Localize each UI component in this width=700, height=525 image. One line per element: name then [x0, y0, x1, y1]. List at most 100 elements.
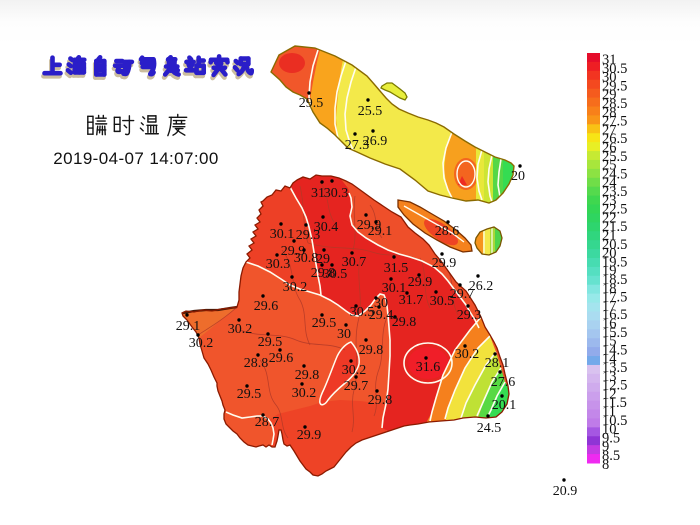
svg-text:26: 26	[602, 140, 617, 156]
svg-text:29.5: 29.5	[237, 387, 262, 402]
svg-text:28.8: 28.8	[244, 356, 269, 371]
svg-text:30.3: 30.3	[266, 257, 291, 272]
svg-text:29.8: 29.8	[368, 393, 393, 408]
svg-text:25.5: 25.5	[602, 149, 627, 165]
svg-text:29.5: 29.5	[312, 316, 337, 331]
svg-text:26.2: 26.2	[469, 279, 494, 294]
svg-text:30: 30	[337, 327, 351, 342]
svg-text:16.5: 16.5	[602, 307, 627, 323]
svg-text:14.5: 14.5	[602, 342, 627, 358]
svg-text:30.2: 30.2	[292, 386, 317, 401]
svg-text:26.5: 26.5	[602, 131, 627, 147]
svg-text:29: 29	[316, 252, 330, 267]
svg-text:31.5: 31.5	[384, 261, 409, 276]
svg-text:17: 17	[602, 298, 617, 314]
svg-text:29.1: 29.1	[368, 224, 393, 239]
svg-text:21.5: 21.5	[602, 219, 627, 235]
svg-text:24.5: 24.5	[602, 166, 627, 182]
svg-text:30.2: 30.2	[455, 347, 480, 362]
svg-text:30.2: 30.2	[283, 280, 308, 295]
svg-text:14: 14	[602, 351, 617, 367]
svg-text:29.7: 29.7	[450, 287, 475, 302]
svg-text:19.5: 19.5	[602, 254, 627, 270]
svg-text:16: 16	[602, 316, 617, 332]
svg-text:27.6: 27.6	[491, 375, 516, 390]
svg-text:29.8: 29.8	[295, 368, 320, 383]
svg-text:28.5: 28.5	[602, 96, 627, 112]
svg-text:30.5: 30.5	[323, 267, 348, 282]
svg-text:22: 22	[602, 210, 617, 226]
svg-text:21: 21	[602, 228, 617, 244]
svg-text:30.7: 30.7	[342, 255, 367, 270]
svg-text:15: 15	[602, 334, 617, 350]
svg-text:25.5: 25.5	[358, 104, 383, 119]
svg-text:10: 10	[602, 422, 617, 438]
svg-text:24.5: 24.5	[477, 421, 502, 436]
svg-text:29.6: 29.6	[269, 351, 294, 366]
svg-text:30.5: 30.5	[602, 61, 627, 77]
svg-text:30.8: 30.8	[294, 251, 319, 266]
svg-text:29.9: 29.9	[432, 256, 457, 271]
svg-text:30: 30	[602, 70, 617, 86]
svg-text:23: 23	[602, 193, 617, 209]
svg-text:29.8: 29.8	[392, 315, 417, 330]
svg-text:13.5: 13.5	[602, 360, 627, 376]
svg-text:29.6: 29.6	[254, 299, 279, 314]
svg-text:20: 20	[511, 169, 525, 184]
svg-text:30.3: 30.3	[324, 186, 349, 201]
svg-text:22.5: 22.5	[602, 202, 627, 218]
svg-text:17.5: 17.5	[602, 290, 627, 306]
svg-text:29.3: 29.3	[296, 228, 321, 243]
svg-text:29.9: 29.9	[408, 275, 433, 290]
svg-text:28.1: 28.1	[485, 356, 510, 371]
svg-text:28.7: 28.7	[255, 415, 280, 430]
svg-text:13: 13	[602, 369, 617, 385]
svg-text:10.5: 10.5	[602, 413, 627, 429]
svg-text:31.6: 31.6	[416, 360, 441, 375]
svg-text:20.5: 20.5	[602, 237, 627, 253]
svg-text:23.5: 23.5	[602, 184, 627, 200]
svg-text:29.9: 29.9	[281, 244, 306, 259]
svg-text:27.3: 27.3	[345, 138, 370, 153]
svg-text:24: 24	[602, 175, 617, 191]
svg-text:30.4: 30.4	[314, 220, 339, 235]
svg-text:29.5: 29.5	[258, 335, 283, 350]
svg-text:29.7: 29.7	[344, 379, 369, 394]
svg-text:30.1: 30.1	[270, 227, 295, 242]
svg-text:31.7: 31.7	[399, 293, 424, 308]
svg-text:31: 31	[602, 52, 617, 68]
svg-text:29.3: 29.3	[457, 308, 482, 323]
svg-text:18.5: 18.5	[602, 272, 627, 288]
svg-text:25: 25	[602, 158, 617, 174]
svg-text:30.5: 30.5	[430, 294, 455, 309]
svg-text:29: 29	[602, 87, 617, 103]
svg-text:11: 11	[602, 404, 616, 420]
svg-text:28.6: 28.6	[435, 224, 460, 239]
svg-text:28: 28	[602, 105, 617, 121]
svg-text:29.9: 29.9	[297, 428, 322, 443]
svg-text:9: 9	[602, 439, 609, 455]
svg-text:29.4: 29.4	[369, 308, 394, 323]
svg-text:29.8: 29.8	[359, 343, 384, 358]
svg-text:29.5: 29.5	[602, 78, 627, 94]
svg-text:29.1: 29.1	[176, 319, 201, 334]
svg-text:19: 19	[602, 263, 617, 279]
svg-text:27.5: 27.5	[602, 114, 627, 130]
svg-text:31: 31	[311, 186, 325, 201]
svg-text:20.9: 20.9	[553, 484, 578, 499]
svg-text:18: 18	[602, 281, 617, 297]
svg-text:29.8: 29.8	[311, 266, 336, 281]
svg-text:11.5: 11.5	[602, 395, 627, 411]
svg-text:20.1: 20.1	[492, 398, 517, 413]
svg-text:8.5: 8.5	[602, 448, 620, 464]
svg-text:15.5: 15.5	[602, 325, 627, 341]
svg-text:12.5: 12.5	[602, 378, 627, 394]
svg-text:12: 12	[602, 386, 617, 402]
svg-text:20: 20	[602, 246, 617, 262]
svg-text:29.5: 29.5	[299, 96, 324, 111]
svg-text:30.1: 30.1	[382, 281, 407, 296]
svg-text:27: 27	[602, 122, 617, 138]
svg-text:26.9: 26.9	[363, 134, 388, 149]
svg-text:30.2: 30.2	[189, 336, 214, 351]
svg-text:30.2: 30.2	[228, 322, 253, 337]
